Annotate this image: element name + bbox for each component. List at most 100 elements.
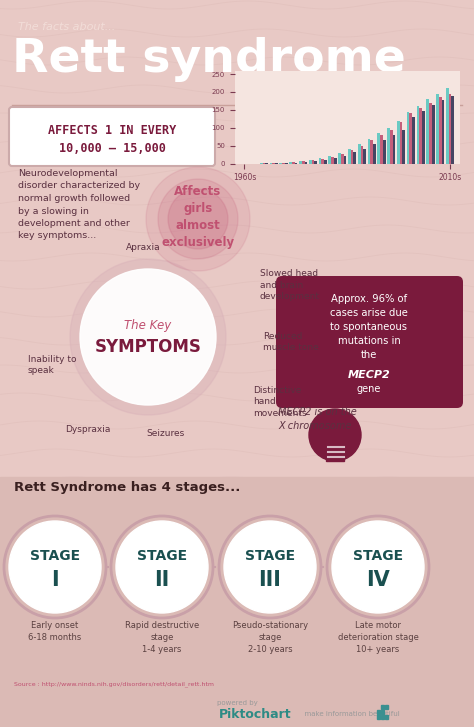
- Text: Slowed head
and brain
development: Slowed head and brain development: [260, 270, 320, 300]
- Text: SYMPTOMS: SYMPTOMS: [94, 338, 201, 356]
- Bar: [432, 105, 435, 164]
- Text: Source : http://www.ninds.nih.gov/disorders/rett/detail_rett.htm: Source : http://www.ninds.nih.gov/disord…: [14, 681, 214, 687]
- Circle shape: [332, 521, 424, 613]
- Bar: [402, 129, 405, 164]
- Text: Rett syndrome
papers published
per year: Rett syndrome papers published per year: [314, 113, 402, 142]
- Text: Distinctive
hand
movements: Distinctive hand movements: [253, 386, 307, 417]
- Circle shape: [309, 409, 361, 461]
- Bar: [377, 133, 380, 164]
- Text: III: III: [258, 570, 282, 590]
- Bar: [319, 158, 321, 164]
- Bar: [397, 121, 400, 164]
- Text: Early onset
6-18 months: Early onset 6-18 months: [28, 621, 82, 642]
- Bar: [309, 160, 311, 164]
- Bar: [422, 111, 425, 164]
- Bar: [358, 144, 361, 164]
- FancyBboxPatch shape: [276, 276, 463, 408]
- Text: Rapid destructive
stage
1-4 years: Rapid destructive stage 1-4 years: [125, 621, 199, 654]
- Bar: [363, 148, 366, 164]
- Text: The Key: The Key: [124, 318, 172, 332]
- Bar: [280, 163, 282, 164]
- Bar: [385, 705, 388, 709]
- Bar: [446, 89, 448, 164]
- Bar: [282, 163, 285, 164]
- Text: AFFECTS 1 IN EVERY: AFFECTS 1 IN EVERY: [48, 124, 176, 137]
- Bar: [351, 150, 354, 164]
- Bar: [338, 153, 341, 164]
- Bar: [426, 99, 429, 164]
- Circle shape: [80, 269, 216, 405]
- Text: STAGE: STAGE: [137, 549, 187, 563]
- Circle shape: [224, 521, 316, 613]
- Text: Pseudo-stationary
stage
2-10 years: Pseudo-stationary stage 2-10 years: [232, 621, 308, 654]
- Bar: [361, 145, 363, 164]
- Circle shape: [146, 167, 250, 271]
- Text: powered by: powered by: [217, 700, 257, 706]
- Bar: [381, 710, 384, 714]
- Bar: [387, 128, 390, 164]
- Bar: [417, 106, 419, 164]
- Text: Late motor
deterioration stage
10+ years: Late motor deterioration stage 10+ years: [337, 621, 419, 654]
- Bar: [436, 94, 439, 164]
- Text: make information beautiful: make information beautiful: [300, 711, 400, 717]
- Bar: [348, 149, 351, 164]
- Bar: [304, 162, 307, 164]
- Bar: [331, 157, 334, 164]
- FancyBboxPatch shape: [9, 107, 215, 166]
- Bar: [311, 161, 314, 164]
- Bar: [292, 162, 295, 164]
- Bar: [341, 153, 344, 164]
- Circle shape: [168, 189, 228, 249]
- Bar: [377, 715, 380, 719]
- Bar: [380, 135, 383, 164]
- Bar: [442, 100, 444, 164]
- Bar: [321, 159, 324, 164]
- Text: Rett Syndrome has 4 stages...: Rett Syndrome has 4 stages...: [14, 481, 240, 494]
- Text: 10,000 – 15,000: 10,000 – 15,000: [59, 142, 165, 155]
- Bar: [367, 139, 370, 164]
- Bar: [0, 477, 474, 727]
- Text: I: I: [51, 570, 59, 590]
- Bar: [390, 129, 392, 164]
- Text: Affects
girls
almost
exclusively: Affects girls almost exclusively: [162, 185, 235, 249]
- Text: Apraxia: Apraxia: [126, 243, 160, 252]
- Bar: [326, 441, 344, 461]
- Bar: [314, 161, 317, 164]
- Bar: [429, 103, 432, 164]
- Bar: [383, 140, 385, 164]
- Bar: [381, 705, 384, 709]
- Bar: [412, 117, 415, 164]
- Bar: [377, 710, 380, 714]
- Bar: [392, 135, 395, 164]
- Bar: [400, 122, 402, 164]
- Text: STAGE: STAGE: [353, 549, 403, 563]
- Bar: [324, 160, 327, 164]
- Bar: [373, 144, 376, 164]
- Text: MECP2: MECP2: [347, 370, 391, 380]
- Bar: [334, 158, 337, 164]
- Text: STAGE: STAGE: [245, 549, 295, 563]
- Text: Neurodevelopmental
disorder characterized by
normal growth followed
by a slowing: Neurodevelopmental disorder characterize…: [18, 169, 140, 241]
- Text: Dyspraxia: Dyspraxia: [65, 425, 111, 433]
- Text: II: II: [155, 570, 170, 590]
- Text: Seizures: Seizures: [147, 428, 185, 438]
- Text: Inability to
speak: Inability to speak: [28, 355, 76, 375]
- Circle shape: [70, 259, 226, 415]
- Text: The facts about...: The facts about...: [18, 22, 115, 32]
- Bar: [370, 140, 373, 164]
- Bar: [385, 715, 388, 719]
- Text: STAGE: STAGE: [30, 549, 80, 563]
- Text: Piktochart: Piktochart: [219, 707, 292, 720]
- Bar: [299, 161, 302, 164]
- Bar: [448, 94, 451, 164]
- Bar: [328, 156, 331, 164]
- Bar: [419, 108, 422, 164]
- Text: MECP2 is on the
X chromosome: MECP2 is on the X chromosome: [278, 407, 357, 430]
- Circle shape: [158, 179, 238, 259]
- Bar: [289, 162, 292, 164]
- Bar: [381, 715, 384, 719]
- Text: Approx. 96% of
cases arise due
to spontaneous
mutations in
the: Approx. 96% of cases arise due to sponta…: [330, 294, 408, 360]
- Circle shape: [116, 521, 208, 613]
- Bar: [295, 163, 298, 164]
- Text: IV: IV: [366, 570, 390, 590]
